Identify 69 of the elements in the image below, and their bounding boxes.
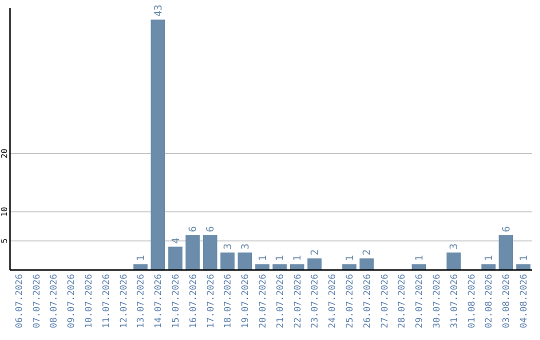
data-label: 1 [292, 255, 304, 262]
bar [220, 252, 235, 270]
x-tick-label: 22.07.2026 [293, 274, 304, 328]
x-tick-label: 15.07.2026 [171, 274, 182, 328]
x-tick-label: 03.08.2026 [502, 274, 512, 328]
bar [360, 258, 374, 270]
bar [150, 20, 166, 270]
bar [342, 264, 356, 270]
x-tick-label: 30.07.2026 [432, 274, 442, 328]
x-tick-label: 31.07.2026 [450, 274, 460, 328]
bar [516, 264, 530, 270]
bar [202, 235, 218, 270]
x-tick-label: 24.07.2026 [328, 274, 338, 328]
data-label: 1 [518, 255, 530, 262]
data-label: 1 [344, 255, 356, 262]
data-label: 1 [484, 255, 495, 262]
data-label: 1 [414, 255, 426, 262]
data-label: 4 [170, 238, 182, 244]
bar [481, 264, 496, 270]
data-label: 1 [136, 255, 147, 262]
bar [168, 246, 182, 270]
bar [412, 264, 426, 270]
y-tick-label: 20 [0, 148, 9, 158]
x-tick-label: 16.07.2026 [188, 274, 199, 328]
data-label: 43 [153, 4, 164, 17]
bar [133, 264, 148, 270]
x-tick-label: 13.07.2026 [136, 274, 147, 328]
y-tick-label: 10 [0, 206, 9, 217]
x-tick-label: 23.07.2026 [310, 274, 321, 328]
x-tick-label: 21.07.2026 [276, 274, 286, 328]
y-tick-label: 5 [0, 238, 9, 244]
x-tick-label: 20.07.2026 [258, 274, 268, 328]
x-tick-label: 18.07.2026 [224, 274, 234, 328]
bar [238, 252, 252, 270]
bar [498, 235, 514, 270]
data-label: 3 [240, 244, 252, 250]
x-tick-label: 14.07.2026 [154, 274, 164, 328]
bar [290, 264, 304, 270]
x-tick-label: 08.07.2026 [50, 274, 60, 328]
x-tick-label: 10.07.2026 [84, 274, 94, 328]
data-label: 2 [310, 249, 321, 256]
data-label: 3 [449, 244, 460, 250]
data-label: 6 [206, 226, 217, 232]
bar [446, 252, 461, 270]
x-tick-label: 29.07.2026 [415, 274, 426, 328]
data-label: 2 [362, 249, 374, 256]
x-tick-label: 17.07.2026 [206, 274, 216, 328]
x-tick-label: 09.07.2026 [67, 274, 78, 328]
x-tick-label: 01.08.2026 [467, 274, 478, 328]
x-tick-label: 07.07.2026 [32, 274, 42, 328]
x-tick-label: 19.07.2026 [241, 274, 252, 328]
x-tick-label: 28.07.2026 [398, 274, 408, 328]
data-label: 1 [275, 255, 286, 262]
bar [272, 264, 287, 270]
x-tick-label: 12.07.2026 [119, 274, 130, 328]
x-tick-label: 26.07.2026 [362, 274, 373, 328]
x-tick-label: 27.07.2026 [380, 274, 390, 328]
x-tick-label: 04.08.2026 [519, 274, 530, 328]
bar [186, 235, 200, 270]
x-tick-label: 25.07.2026 [345, 274, 356, 328]
x-tick-label: 11.07.2026 [102, 274, 112, 328]
x-tick-label: 06.07.2026 [14, 274, 25, 328]
data-label: 3 [223, 244, 234, 250]
data-label: 6 [501, 226, 512, 232]
bar [255, 264, 270, 270]
data-label: 6 [188, 226, 200, 232]
x-tick-label: 02.08.2026 [484, 274, 495, 328]
data-label: 1 [258, 255, 269, 262]
bar [307, 258, 322, 270]
